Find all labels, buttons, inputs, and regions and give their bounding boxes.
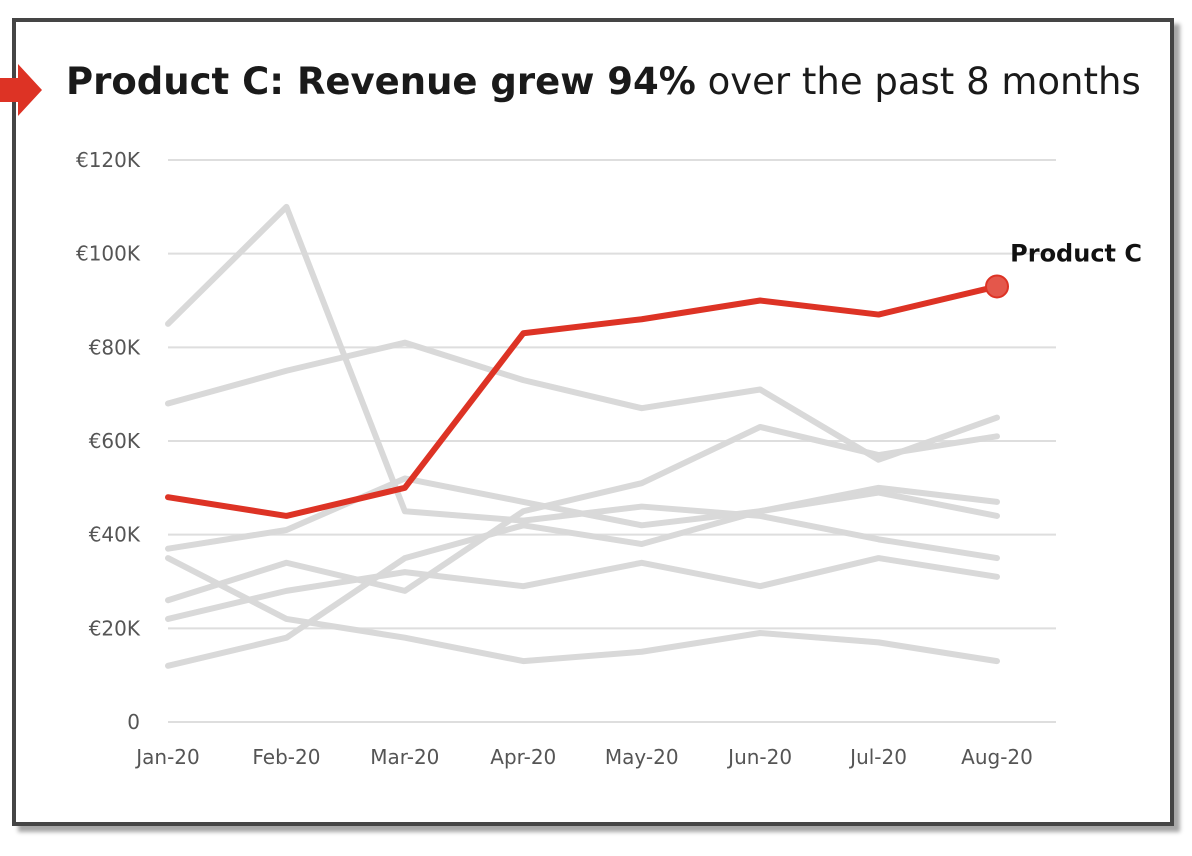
chart-title-bold: Product C: Revenue grew 94% [66, 60, 696, 103]
y-tick-label: €80K [89, 335, 141, 359]
chart-title: Product C: Revenue grew 94% over the pas… [66, 60, 1141, 103]
series-line-context [165, 555, 1000, 665]
x-tick-label: May-20 [605, 745, 679, 769]
x-tick-label: Apr-20 [490, 745, 556, 769]
y-tick-label: 0 [127, 710, 140, 734]
series-label-callout: Product C [1010, 239, 1142, 267]
arrow-right-icon [0, 64, 42, 116]
series-end-marker [985, 274, 1009, 299]
x-tick-label: Feb-20 [252, 745, 320, 769]
series-line-context [165, 339, 1000, 463]
x-tick-label: Mar-20 [370, 745, 439, 769]
x-tick-label: Jan-20 [134, 745, 200, 769]
y-tick-label: €20K [89, 616, 141, 640]
series-line-context [165, 423, 1000, 604]
series-line-context [165, 203, 1000, 562]
series-line-highlight [165, 283, 1000, 519]
x-tick-label: Jun-20 [726, 745, 792, 769]
x-tick-label: Aug-20 [961, 745, 1033, 769]
y-tick-label: €120K [76, 148, 141, 172]
series-line-context [165, 475, 1000, 552]
chart-title-rest: over the past 8 months [695, 60, 1141, 103]
y-tick-label: €60K [89, 429, 141, 453]
y-tick-label: €40K [89, 523, 141, 547]
x-tick-label: Jul-20 [848, 745, 907, 769]
series-line-context [165, 555, 1000, 622]
y-tick-label: €100K [76, 242, 141, 266]
